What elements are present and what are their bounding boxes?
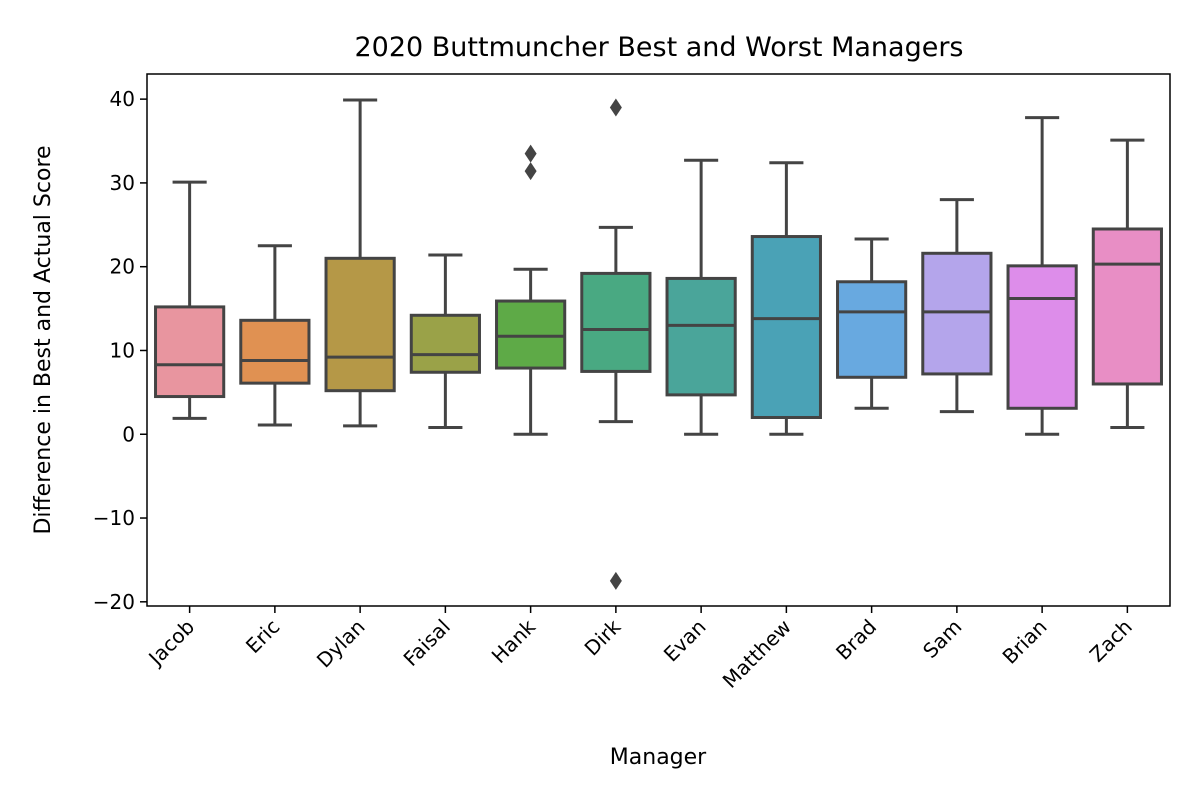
y-axis-ticks: −20 −10 0 10 20 30 40 [93,87,147,614]
box-jacob [154,180,226,420]
y-tick-label: 10 [110,338,135,362]
box-iqr [1091,227,1163,386]
outlier-point [524,162,537,181]
box-iqr [409,313,481,374]
x-tick-label: Brian [998,615,1052,669]
x-tick-label: Eric [241,615,284,658]
x-tick-label: Hank [487,614,541,668]
y-axis-label: Difference in Best and Actual Score [31,145,56,534]
box-iqr [239,318,311,385]
box-dirk [580,98,652,590]
box-iqr [1006,264,1078,410]
x-tick-label: Sam [918,615,966,663]
x-tick-label: Dirk [580,614,626,660]
box-dylan [324,98,396,428]
x-axis-label: Manager [610,745,707,770]
y-tick-label: −20 [93,590,135,614]
box-iqr [921,251,993,376]
box-iqr [580,271,652,373]
box-iqr [836,280,908,379]
outlier-point [609,571,622,590]
box-sam [921,198,993,414]
box-brad [836,237,908,410]
y-tick-label: 40 [110,87,135,111]
box-eric [239,244,311,427]
x-axis-ticks: Jacob Eric Dylan Faisal Hank Dirk Evan Matthew B… [143,606,1137,693]
box-iqr [750,235,822,419]
outlier-point [524,144,537,163]
y-tick-label: −10 [93,506,135,530]
box-matthew [750,161,822,436]
x-tick-label: Brad [831,615,881,665]
x-tick-label: Matthew [718,615,796,693]
x-tick-label: Zach [1085,615,1137,667]
box-iqr [665,276,737,397]
x-tick-label: Jacob [143,615,200,672]
y-tick-label: 0 [122,422,135,446]
x-tick-label: Faisal [399,615,455,671]
box-iqr [495,299,567,370]
box-iqr [154,305,226,399]
y-tick-label: 20 [110,255,135,279]
box-series [154,98,1163,590]
box-evan [665,158,737,436]
outlier-point [609,98,622,117]
box-faisal [409,253,481,430]
box-iqr [324,256,396,393]
x-tick-label: Dylan [312,615,370,673]
chart-title: 2020 Buttmuncher Best and Worst Managers [354,32,963,63]
plot-frame [146,73,1171,607]
box-zach [1091,138,1163,430]
box-brian [1006,116,1078,436]
box-hank [495,144,567,436]
x-tick-label: Evan [659,615,711,667]
y-tick-label: 30 [110,171,135,195]
